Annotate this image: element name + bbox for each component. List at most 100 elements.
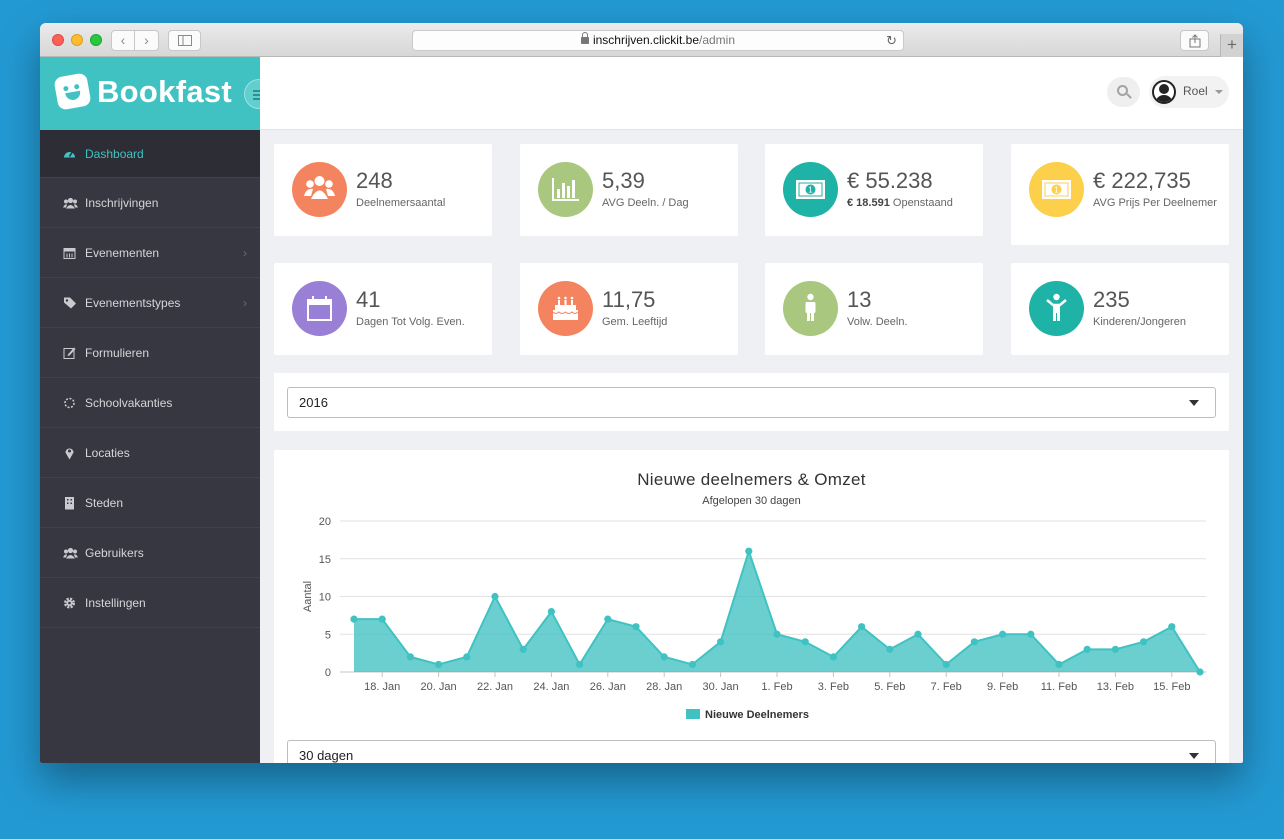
minimize-window-button[interactable] xyxy=(71,34,83,46)
x-tick-label: 18. Jan xyxy=(364,681,400,693)
money-icon: 1 xyxy=(1042,180,1071,199)
range-select-value: 30 dagen xyxy=(299,748,354,763)
stat-card: 248 Deelnemersaantal xyxy=(274,144,492,236)
x-tick-label: 26. Jan xyxy=(590,681,626,693)
data-point xyxy=(519,645,527,653)
legend-swatch xyxy=(686,709,700,719)
topbar: Roel xyxy=(260,57,1243,130)
data-point xyxy=(491,592,499,601)
zoom-window-button[interactable] xyxy=(90,34,102,46)
data-point xyxy=(970,638,979,646)
stat-label: Gem. Leeftijd xyxy=(602,315,732,330)
male-icon xyxy=(805,293,816,321)
sidebar-item-label: Evenementstypes xyxy=(85,296,181,310)
x-tick-label: 13. Feb xyxy=(1097,681,1134,693)
reload-icon[interactable]: ↻ xyxy=(886,33,897,48)
data-point xyxy=(886,645,894,653)
gear-icon xyxy=(63,596,76,609)
forward-button[interactable]: › xyxy=(135,30,159,51)
range-select[interactable]: 30 dagen xyxy=(287,740,1216,763)
year-select[interactable]: 2016 xyxy=(287,387,1216,418)
stat-value: 248 xyxy=(356,168,393,193)
show-sidebar-button[interactable] xyxy=(168,30,201,51)
sidebar-item-evenementen[interactable]: Evenementen › xyxy=(40,228,260,278)
stat-card: 1 € 55.238 € 18.591 Openstaand xyxy=(765,144,983,236)
data-point xyxy=(576,660,584,669)
y-axis-label: Aantal xyxy=(302,581,314,612)
stat-card: 41 Dagen Tot Volg. Even. xyxy=(274,263,492,355)
bar-chart-icon xyxy=(552,178,579,201)
stat-icon-circle xyxy=(292,281,347,336)
year-filter-panel: 2016 xyxy=(274,373,1229,431)
series-area xyxy=(354,551,1200,672)
sidebar-item-evenementstypes[interactable]: Evenementstypes › xyxy=(40,278,260,328)
stat-icon-circle xyxy=(538,162,593,217)
area-chart: 0 5 10 15 20 Aantal 18. Jan 20. Jan 22. Jan 24. J… xyxy=(302,516,1206,693)
data-point xyxy=(1083,645,1091,653)
x-tick-label: 5. Feb xyxy=(874,681,905,693)
calendar-icon xyxy=(307,296,332,321)
user-menu[interactable]: Roel xyxy=(1149,76,1229,108)
close-window-button[interactable] xyxy=(52,34,64,46)
sidebar-item-label: Inschrijvingen xyxy=(85,196,159,210)
y-tick-label: 0 xyxy=(325,667,331,679)
sidebar-item-gebruikers[interactable]: Gebruikers xyxy=(40,528,260,578)
stat-value: 5,39 xyxy=(602,168,645,193)
x-tick-label: 20. Jan xyxy=(421,681,457,693)
svg-text:1: 1 xyxy=(808,186,813,195)
share-icon xyxy=(1189,34,1200,48)
data-point xyxy=(1055,660,1063,669)
stat-label: AVG Prijs Per Deelnemer xyxy=(1093,196,1223,211)
users-icon xyxy=(63,546,78,559)
sidebar-item-dashboard[interactable]: Dashboard xyxy=(40,130,260,178)
search-button[interactable] xyxy=(1107,77,1140,107)
forward-arrow-icon: › xyxy=(144,32,149,48)
data-point xyxy=(406,653,414,661)
chart-legend[interactable]: Nieuwe Deelnemers xyxy=(686,709,809,721)
birthday-cake-icon xyxy=(552,296,579,320)
data-point xyxy=(829,653,838,661)
money-icon: 1 xyxy=(796,180,825,199)
stat-label-text: Volw. Deeln. xyxy=(847,316,908,328)
sidebar-item-inschrijvingen[interactable]: Inschrijvingen xyxy=(40,178,260,228)
stat-label: Volw. Deeln. xyxy=(847,315,977,330)
new-tab-button[interactable]: + xyxy=(1220,34,1243,57)
chevron-down-icon xyxy=(1215,90,1223,94)
stat-value: 41 xyxy=(356,287,381,312)
chevron-right-icon: › xyxy=(243,296,247,310)
back-button[interactable]: ‹ xyxy=(111,30,135,51)
stat-label-text: Kinderen/Jongeren xyxy=(1093,316,1186,328)
data-point xyxy=(999,630,1007,638)
browser-window: ‹ › inschrijven.clickit.be/admin ↻ + Boo… xyxy=(40,23,1243,763)
sidebar-item-formulieren[interactable]: Formulieren xyxy=(40,328,260,378)
y-tick-label: 5 xyxy=(325,629,331,641)
share-button[interactable] xyxy=(1180,30,1209,51)
data-point xyxy=(1196,668,1204,676)
address-bar[interactable]: inschrijven.clickit.be/admin ↻ xyxy=(412,30,904,51)
app: Bookfast Dashboard Inschrijvingen Evenemen… xyxy=(40,57,1243,763)
chart-subtitle: Afgelopen 30 dagen xyxy=(702,495,801,507)
sidebar-item-schoolvakanties[interactable]: Schoolvakanties xyxy=(40,378,260,428)
svg-text:1: 1 xyxy=(1054,186,1059,195)
sidebar-item-steden[interactable]: Steden xyxy=(40,478,260,528)
stat-card: 1 € 222,735 AVG Prijs Per Deelnemer xyxy=(1011,144,1229,245)
data-point xyxy=(1168,623,1176,631)
user-name: Roel xyxy=(1183,84,1208,98)
x-tick-label: 7. Feb xyxy=(931,681,962,693)
building-icon xyxy=(63,496,76,509)
sidebar-item-instellingen[interactable]: Instellingen xyxy=(40,578,260,628)
avatar xyxy=(1152,80,1176,104)
stat-label-text: AVG Prijs Per Deelnemer xyxy=(1093,197,1217,209)
sidebar-item-label: Steden xyxy=(85,496,124,510)
stat-label-text: Dagen Tot Volg. Even. xyxy=(356,316,465,328)
sun-icon xyxy=(63,396,76,409)
data-point xyxy=(688,660,696,669)
chart-panel: Nieuwe deelnemers & Omzet Afgelopen 30 d… xyxy=(274,450,1229,763)
sidebar-item-locaties[interactable]: Locaties xyxy=(40,428,260,478)
legend-label: Nieuwe Deelnemers xyxy=(705,709,809,721)
x-tick-label: 28. Jan xyxy=(646,681,682,693)
stat-icon-circle xyxy=(538,281,593,336)
stat-value: € 55.238 xyxy=(847,168,933,193)
brand-header: Bookfast xyxy=(40,57,260,130)
stat-label: Kinderen/Jongeren xyxy=(1093,315,1223,330)
